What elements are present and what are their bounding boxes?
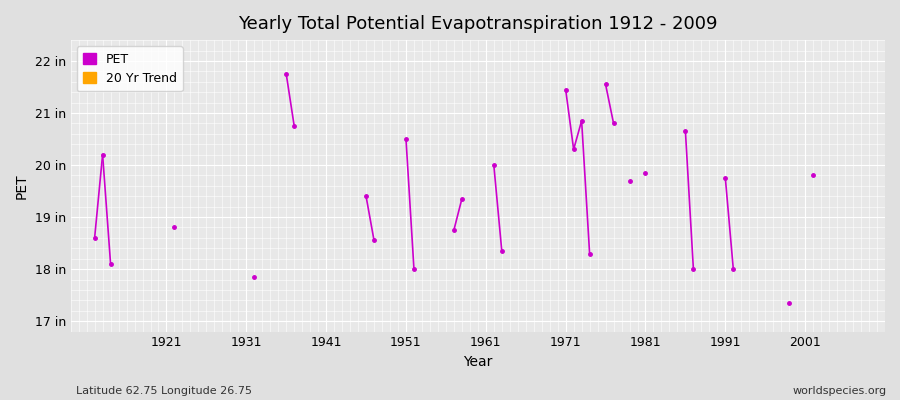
Y-axis label: PET: PET: [15, 173, 29, 199]
Title: Yearly Total Potential Evapotranspiration 1912 - 2009: Yearly Total Potential Evapotranspiratio…: [238, 15, 717, 33]
X-axis label: Year: Year: [464, 355, 492, 369]
Text: Latitude 62.75 Longitude 26.75: Latitude 62.75 Longitude 26.75: [76, 386, 253, 396]
Text: worldspecies.org: worldspecies.org: [792, 386, 886, 396]
Legend: PET, 20 Yr Trend: PET, 20 Yr Trend: [76, 46, 183, 91]
